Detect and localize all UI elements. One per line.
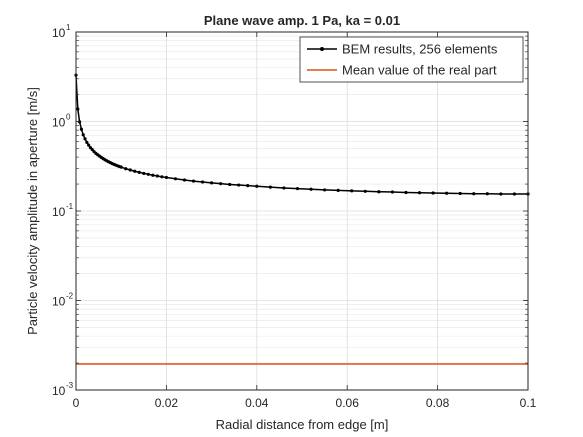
series-point: [124, 167, 128, 171]
series-point: [323, 188, 327, 192]
legend: BEM results, 256 elements Mean value of …: [299, 36, 524, 83]
x-axis-label: Radial distance from edge [m]: [216, 417, 389, 432]
series-point: [87, 143, 91, 147]
series-point: [200, 180, 205, 184]
legend-marker-bem: [320, 47, 324, 51]
tick-marks: [75, 31, 529, 391]
y-tick-label-exponent: 0: [66, 113, 71, 122]
series-point: [336, 188, 340, 192]
series-point: [309, 187, 313, 191]
series-point: [79, 127, 84, 131]
y-tick-label-base: 10: [52, 116, 66, 130]
series-point: [119, 165, 123, 169]
x-tick-label: 0.04: [245, 396, 269, 410]
series-point: [155, 174, 159, 178]
series-point: [485, 192, 489, 196]
y-tick-label-exponent: 1: [66, 23, 71, 32]
series-point: [390, 190, 394, 194]
y-tick-label-base: 10: [52, 295, 66, 309]
series-point: [237, 183, 241, 187]
series-point: [160, 175, 164, 179]
series-point: [228, 182, 232, 187]
series-point: [350, 189, 354, 193]
series-point: [90, 148, 94, 152]
series-point: [128, 168, 132, 172]
series-point: [377, 190, 381, 194]
series-point: [295, 186, 300, 191]
legend-label-mean: Mean value of the real part: [342, 63, 497, 78]
series-point: [182, 178, 187, 182]
series-point: [151, 173, 155, 177]
series-point: [210, 181, 214, 185]
series-point: [137, 170, 141, 174]
series-point: [417, 191, 422, 195]
series-point: [173, 177, 178, 181]
chart-title: Plane wave amp. 1 Pa, ka = 0.01: [204, 13, 400, 28]
series-point: [246, 184, 250, 188]
x-tick-label: 0.1: [520, 396, 537, 410]
plot-area: [74, 31, 530, 391]
series-point: [142, 171, 146, 176]
y-tick-label-base: 10: [52, 384, 66, 398]
series-point: [268, 185, 272, 189]
y-tick-label-base: 10: [52, 205, 66, 219]
x-tick-label: 0: [73, 396, 80, 410]
series-point: [472, 192, 476, 196]
series-point: [282, 186, 286, 190]
series-point: [404, 190, 408, 195]
series-point: [499, 192, 503, 196]
y-axis-label: Particle velocity amplitude in aperture …: [25, 87, 40, 335]
series-point: [83, 137, 87, 141]
x-tick-labels: 0 0.02 0.04 0.06 0.08 0.1: [73, 396, 537, 410]
legend-label-bem: BEM results, 256 elements: [342, 42, 498, 57]
series-point: [458, 191, 462, 196]
series-point: [85, 140, 89, 144]
series-point: [76, 107, 80, 111]
series-point: [191, 179, 196, 183]
series-point: [146, 172, 150, 176]
y-tick-label-exponent: -3: [66, 381, 74, 390]
series-point: [512, 192, 517, 196]
series-point: [219, 182, 223, 186]
series-point: [363, 189, 367, 193]
series-point: [81, 133, 85, 137]
x-tick-label: 0.02: [155, 396, 179, 410]
x-tick-label: 0.08: [426, 396, 450, 410]
x-tick-label: 0.06: [336, 396, 360, 410]
series-point: [164, 175, 168, 180]
series-point: [431, 191, 435, 195]
series-point: [255, 184, 259, 188]
series-layer: [74, 73, 530, 365]
y-tick-label-base: 10: [52, 26, 66, 40]
series-point: [133, 169, 137, 173]
minor-gridlines: [76, 35, 528, 364]
legend-box: [299, 36, 524, 83]
y-tick-label-exponent: -2: [66, 292, 74, 301]
y-tick-label-exponent: -1: [66, 202, 74, 211]
series-point: [445, 191, 449, 195]
